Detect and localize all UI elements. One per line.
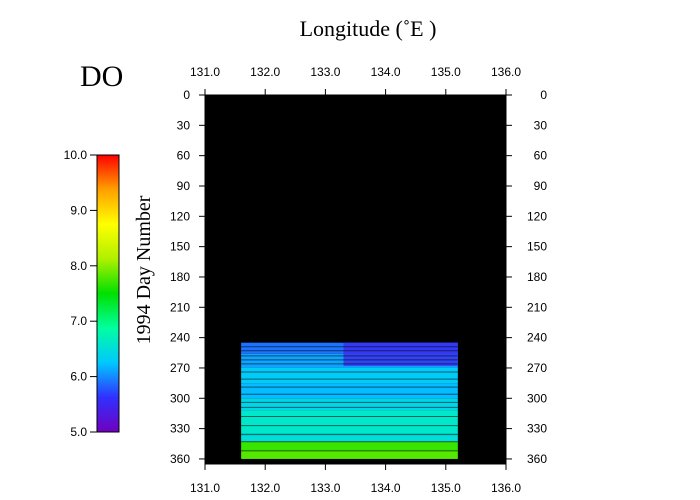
- plot-axes: 131.0 131.0 132.0 132.0 133.0 133.0 134.0 134.0…: [170, 65, 547, 495]
- y-axis-tick-label: 330: [527, 422, 547, 436]
- colorbar-tick-label: 8.0: [70, 259, 87, 273]
- x-axis-tick-label: 134.0: [371, 65, 401, 79]
- y-axis-tick-label: 180: [170, 270, 190, 284]
- x-axis-tick-label: 133.0: [310, 481, 340, 495]
- heatmap-low-patch: [343, 342, 458, 366]
- heatmap-band: [241, 367, 458, 384]
- y-axis-tick-label: 30: [177, 118, 191, 132]
- y-axis-tick-label: 150: [170, 240, 190, 254]
- y-axis-tick-label: 120: [170, 209, 190, 223]
- y-axis-tick-label: 360: [527, 452, 547, 466]
- chart-title: DO: [80, 60, 123, 93]
- heatmap-band: [241, 410, 458, 434]
- x-axis-tick-label: 136.0: [491, 481, 521, 495]
- y-axis-tick-label: 360: [170, 452, 190, 466]
- x-axis-tick-label: 135.0: [431, 481, 461, 495]
- colorbar-tick-label: 5.0: [70, 425, 87, 439]
- y-axis-tick-label: 210: [527, 300, 547, 314]
- y-axis-tick-label: 60: [177, 149, 191, 163]
- heatmap-band: [241, 450, 458, 459]
- y-axis-tick-label: 300: [527, 391, 547, 405]
- x-axis-tick-label: 134.0: [371, 481, 401, 495]
- y-axis-tick-label: 90: [534, 179, 548, 193]
- heatmap-band: [241, 441, 458, 451]
- y-axis-tick-label: 240: [170, 331, 190, 345]
- colorbar-tick-label: 6.0: [70, 370, 87, 384]
- x-axis-tick-label: 131.0: [190, 65, 220, 79]
- heatmap-band: [241, 383, 458, 399]
- y-axis-label: 1994 Day Number: [133, 195, 155, 344]
- x-axis-tick-label: 135.0: [431, 65, 461, 79]
- y-axis-tick-label: 60: [534, 149, 548, 163]
- x-axis-tick-label: 132.0: [250, 481, 280, 495]
- y-axis-tick-label: 330: [170, 422, 190, 436]
- y-axis-tick-label: 90: [177, 179, 191, 193]
- heatmap-band: [241, 433, 458, 442]
- colorbar-tick-label: 9.0: [70, 203, 87, 217]
- y-axis-tick-label: 30: [534, 118, 548, 132]
- y-axis-tick-label: 180: [527, 270, 547, 284]
- y-axis-tick-label: 120: [527, 209, 547, 223]
- y-axis-tick-label: 240: [527, 331, 547, 345]
- y-axis-tick-label: 300: [170, 391, 190, 405]
- y-axis-tick-label: 270: [527, 361, 547, 375]
- y-axis-tick-label: 210: [170, 300, 190, 314]
- plot-frame: [204, 94, 507, 465]
- colorbar-ticks: 5.0 6.0 7.0 8.0 9.0 10.0: [64, 148, 97, 439]
- heatmap-band: [241, 398, 458, 411]
- y-axis-tick-label: 150: [527, 240, 547, 254]
- x-axis-tick-label: 136.0: [491, 65, 521, 79]
- y-axis-tick-label: 0: [540, 88, 547, 102]
- y-axis-tick-label: 270: [170, 361, 190, 375]
- colorbar-tick-label: 7.0: [70, 314, 87, 328]
- colorbar: [96, 154, 120, 433]
- x-axis-label: Longitude (˚E ): [300, 16, 437, 41]
- heatmap-cells: [241, 342, 458, 459]
- colorbar-tick-label: 10.0: [64, 148, 88, 162]
- x-axis-tick-label: 132.0: [250, 65, 280, 79]
- x-axis-tick-label: 131.0: [190, 481, 220, 495]
- x-axis-tick-label: 133.0: [310, 65, 340, 79]
- y-axis-tick-label: 0: [183, 88, 190, 102]
